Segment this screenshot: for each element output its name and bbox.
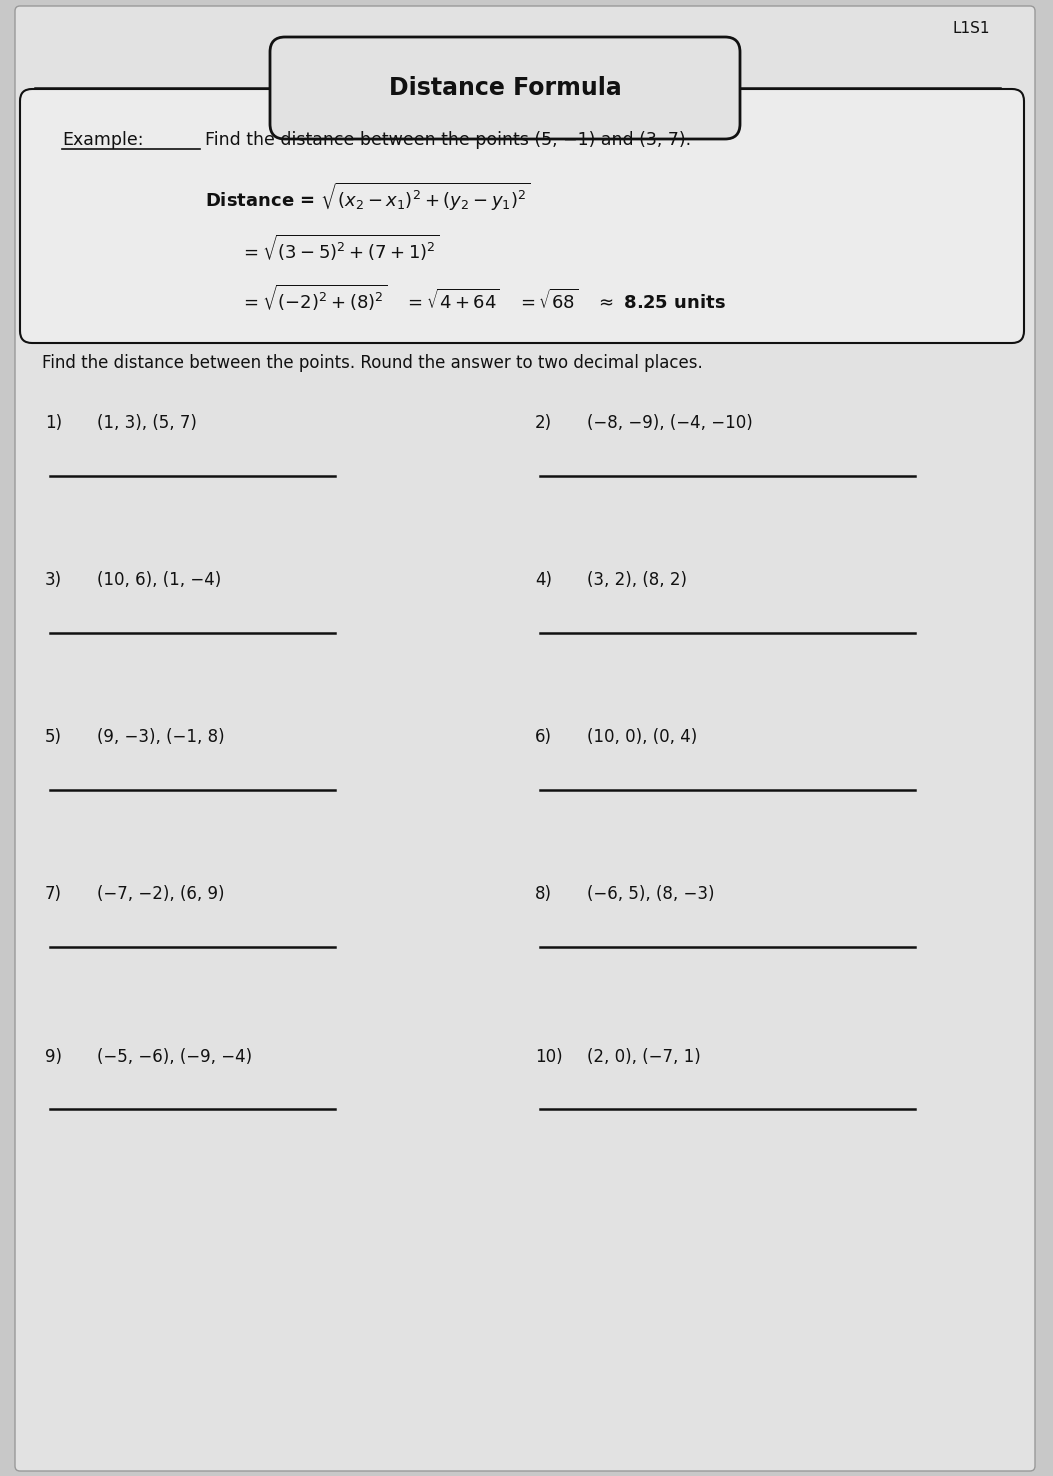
Text: (−6, 5), (8, −3): (−6, 5), (8, −3) bbox=[587, 886, 715, 903]
Text: 7): 7) bbox=[45, 886, 62, 903]
Text: (10, 0), (0, 4): (10, 0), (0, 4) bbox=[587, 728, 697, 745]
Text: (2, 0), (−7, 1): (2, 0), (−7, 1) bbox=[587, 1048, 700, 1066]
Text: (−8, −9), (−4, −10): (−8, −9), (−4, −10) bbox=[587, 413, 753, 432]
Text: L1S1: L1S1 bbox=[953, 21, 990, 35]
Text: $= \sqrt{(3 - 5)^2 + (7 + 1)^2}$: $= \sqrt{(3 - 5)^2 + (7 + 1)^2}$ bbox=[240, 233, 439, 263]
Text: 6): 6) bbox=[535, 728, 552, 745]
Text: 1): 1) bbox=[45, 413, 62, 432]
Text: $= \sqrt{(-2)^2 + (8)^2}$   $= \sqrt{4 + 64}$   $= \sqrt{68}$   $\approx$ 8.25 u: $= \sqrt{(-2)^2 + (8)^2}$ $= \sqrt{4 + 6… bbox=[240, 283, 726, 313]
Text: 3): 3) bbox=[45, 571, 62, 589]
FancyBboxPatch shape bbox=[15, 6, 1035, 1472]
Text: (−7, −2), (6, 9): (−7, −2), (6, 9) bbox=[97, 886, 224, 903]
Text: 2): 2) bbox=[535, 413, 552, 432]
Text: Find the distance between the points. Round the answer to two decimal places.: Find the distance between the points. Ro… bbox=[42, 354, 702, 372]
Text: Find the distance between the points (5, −1) and (3, 7).: Find the distance between the points (5,… bbox=[205, 131, 691, 149]
FancyBboxPatch shape bbox=[20, 89, 1024, 342]
Text: (1, 3), (5, 7): (1, 3), (5, 7) bbox=[97, 413, 197, 432]
Text: Example:: Example: bbox=[62, 131, 143, 149]
Text: Distance Formula: Distance Formula bbox=[389, 75, 621, 100]
Text: (9, −3), (−1, 8): (9, −3), (−1, 8) bbox=[97, 728, 224, 745]
FancyBboxPatch shape bbox=[270, 37, 740, 139]
Text: 10): 10) bbox=[535, 1048, 562, 1066]
Text: 8): 8) bbox=[535, 886, 552, 903]
Text: 9): 9) bbox=[45, 1048, 62, 1066]
Text: (10, 6), (1, −4): (10, 6), (1, −4) bbox=[97, 571, 221, 589]
Text: 4): 4) bbox=[535, 571, 552, 589]
Text: 5): 5) bbox=[45, 728, 62, 745]
Text: Distance = $\sqrt{(x_2 - x_1)^2 + (y_2 - y_1)^2}$: Distance = $\sqrt{(x_2 - x_1)^2 + (y_2 -… bbox=[205, 182, 531, 214]
Text: (−5, −6), (−9, −4): (−5, −6), (−9, −4) bbox=[97, 1048, 252, 1066]
Text: (3, 2), (8, 2): (3, 2), (8, 2) bbox=[587, 571, 687, 589]
